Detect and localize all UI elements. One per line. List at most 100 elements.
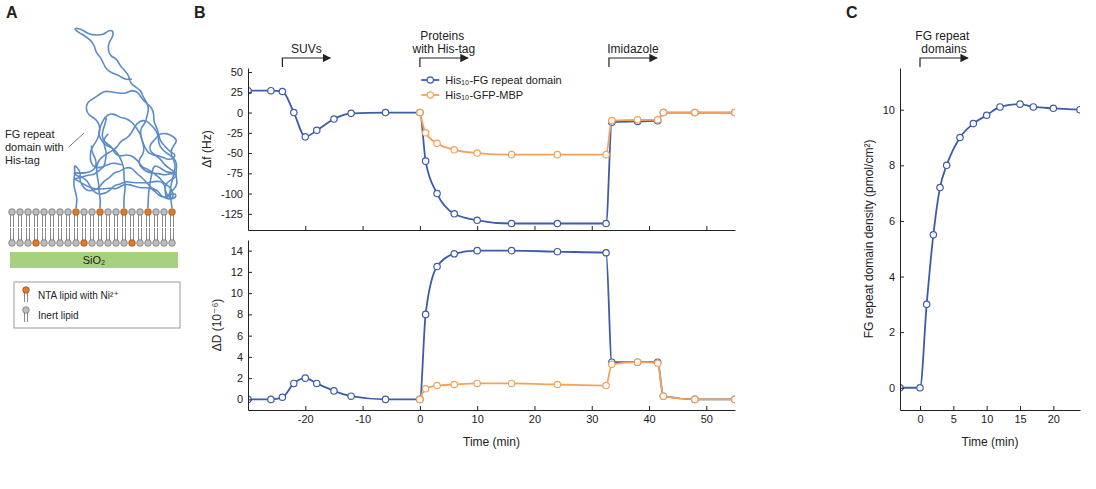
tick-mark — [248, 92, 252, 93]
inert-lipid — [121, 228, 128, 246]
nta-lipid — [33, 228, 40, 246]
plot-area — [248, 247, 735, 402]
marker — [474, 150, 480, 156]
legend-marker — [427, 77, 433, 83]
tick-label: 2 — [237, 372, 243, 384]
inert-lipid — [65, 209, 72, 227]
lipid-tail — [74, 228, 75, 240]
tick-label: 10 — [231, 287, 243, 299]
tick-mark — [248, 251, 252, 252]
tick-mark — [248, 133, 252, 134]
tick-label: 10 — [981, 413, 993, 425]
lipid-tail — [69, 228, 70, 240]
lipid-tail — [82, 215, 83, 227]
marker — [417, 109, 423, 115]
marker — [1077, 107, 1080, 113]
line — [248, 251, 735, 400]
lipid-tail — [66, 215, 67, 227]
tick-label: 0 — [889, 382, 895, 394]
tick: 20 — [529, 406, 541, 425]
tick-label: 50 — [231, 66, 243, 78]
marker — [422, 311, 428, 317]
marker — [417, 396, 423, 402]
annotation-label: SUVs — [291, 42, 322, 56]
lipid-tail — [50, 215, 51, 227]
inert-lipid — [25, 209, 32, 227]
figure: ASiO₂FG repeat domain with His-tagNTA li… — [0, 0, 1096, 489]
lipid-head — [17, 240, 24, 247]
inert-lipid — [89, 209, 96, 227]
marker — [930, 232, 936, 238]
tick-mark — [248, 113, 252, 114]
lipid-head — [97, 209, 104, 216]
tick-mark — [248, 314, 252, 315]
tick-label: 25 — [231, 86, 243, 98]
marker — [634, 359, 640, 365]
tick — [363, 226, 364, 230]
marker — [603, 250, 609, 256]
lipid-tail — [138, 215, 139, 227]
tick: 0 — [237, 107, 252, 119]
marker — [291, 109, 297, 115]
tick-mark — [248, 194, 252, 195]
lipid-tail — [109, 228, 110, 240]
lipid-head — [57, 240, 64, 247]
marker — [331, 388, 337, 394]
marker — [1017, 101, 1023, 107]
chart-panel: 051015200246810FG repeat domain density … — [846, 4, 1083, 449]
marker — [451, 251, 457, 257]
marker — [732, 109, 735, 115]
x-axis: 05101520 — [901, 406, 1081, 425]
fg-chain — [99, 114, 176, 208]
marker — [348, 393, 354, 399]
tick-mark — [248, 378, 252, 379]
marker — [382, 396, 388, 402]
tick-label: -50 — [227, 147, 243, 159]
tick-label: 0 — [917, 413, 923, 425]
lipid-tail — [157, 228, 158, 240]
lipid-head — [81, 240, 88, 247]
marker — [474, 380, 480, 386]
lipid-tail — [21, 228, 22, 240]
marker — [554, 248, 560, 254]
axis-line — [249, 230, 736, 231]
y-axis: 0246810 — [883, 69, 904, 411]
nta-lipid — [145, 209, 152, 227]
inert-lipid — [169, 228, 176, 246]
lipid-tail — [130, 228, 131, 240]
annotation: Imidazole — [607, 42, 659, 67]
marker — [434, 382, 440, 388]
tick-mark — [248, 72, 252, 73]
tick-label: 15 — [1014, 413, 1026, 425]
legend-box — [14, 282, 180, 328]
inert-lipid — [9, 228, 16, 246]
nta-lipid — [129, 228, 136, 246]
marker — [1050, 105, 1056, 111]
annotation-label: Imidazole — [607, 42, 659, 56]
lipid-head — [129, 240, 136, 247]
lipid-head — [105, 240, 112, 247]
tick: 4 — [237, 351, 252, 363]
tick-mark — [900, 165, 904, 166]
tick: 10 — [981, 406, 993, 425]
lipid-tail — [173, 215, 174, 227]
tick-label: -10 — [355, 413, 371, 425]
tick-mark — [248, 173, 252, 174]
lipid-tail — [146, 215, 147, 227]
nta-lipid — [169, 209, 176, 227]
tick-label: 8 — [237, 308, 243, 320]
tick-label: 0 — [237, 393, 243, 405]
marker — [451, 211, 457, 217]
tick: -50 — [227, 147, 252, 159]
lipid-head — [169, 209, 176, 216]
inert-lipid — [41, 209, 48, 227]
marker — [268, 87, 274, 93]
inert-lipid — [161, 209, 168, 227]
plot-area — [900, 101, 1080, 391]
substrate — [10, 252, 178, 268]
lipid-tail — [133, 228, 134, 240]
tick-label: 8 — [889, 159, 895, 171]
y-axis-title: FG repeat domain density (pmol/cm²) — [862, 140, 876, 339]
tick-mark — [649, 226, 650, 230]
lipid-tail — [149, 215, 150, 227]
